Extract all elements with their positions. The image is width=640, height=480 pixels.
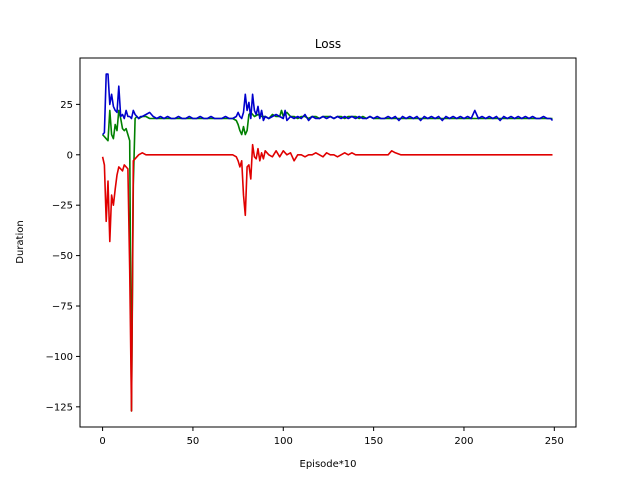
x-axis-label: Episode*10 (300, 459, 357, 470)
y-axis-label: Duration (15, 220, 26, 263)
x-tick-label: 150 (364, 436, 383, 447)
series-line-2 (101, 143, 553, 412)
x-tick-label: 200 (454, 436, 473, 447)
y-tick-label: −50 (52, 251, 73, 262)
x-tick-label: 100 (274, 436, 293, 447)
y-tick-label: 0 (67, 150, 73, 161)
y-tick-label: −75 (52, 302, 73, 313)
plot-area (79, 57, 577, 428)
y-tick-label: −25 (52, 201, 73, 212)
series-layer (101, 73, 554, 412)
y-tick-label: −100 (46, 352, 73, 363)
y-tick-label: −125 (46, 402, 73, 413)
chart-title: Loss (315, 37, 341, 51)
x-axis: 0 50 100 150 200 250 (99, 427, 564, 447)
series-line-3 (102, 73, 554, 136)
x-tick-label: 0 (99, 436, 105, 447)
x-tick-label: 50 (187, 436, 200, 447)
y-axis: 25 0 −25 −50 −75 −100 −125 (46, 100, 80, 413)
x-tick-label: 250 (545, 436, 564, 447)
y-tick-label: 25 (60, 100, 73, 111)
plot-frame (79, 57, 577, 428)
